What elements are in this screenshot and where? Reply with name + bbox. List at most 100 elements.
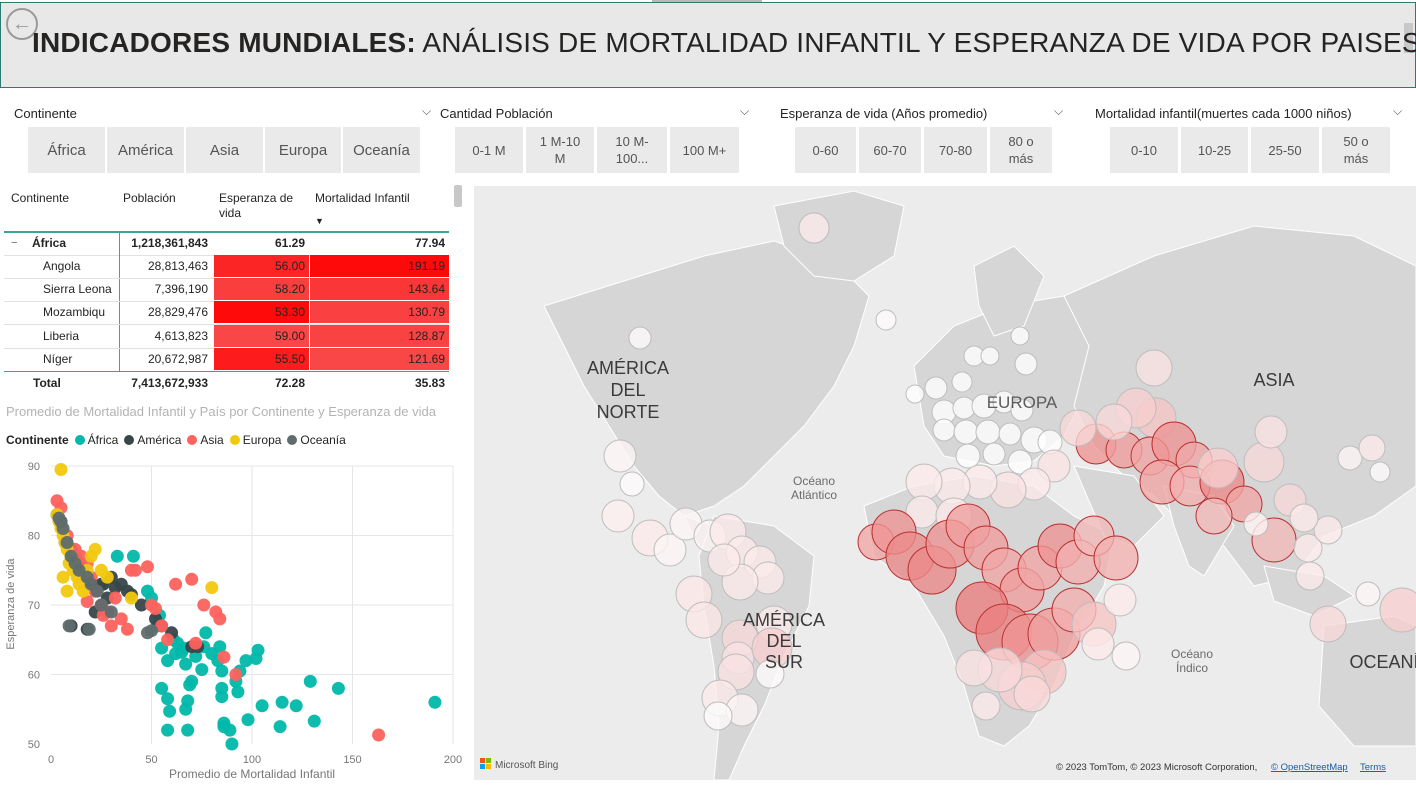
scatter-point[interactable] [60,584,74,598]
map-bubble[interactable] [1309,605,1347,643]
map-bubble[interactable] [998,422,1022,446]
scatter-point[interactable] [372,728,386,742]
scatter-point[interactable] [88,542,102,556]
scatter-point[interactable] [161,654,175,668]
map-bubble[interactable] [653,533,687,567]
chevron-down-icon[interactable]: ⌵ [740,104,750,118]
terms-link[interactable]: Terms [1360,762,1386,773]
table-row[interactable]: Angola 28,813,463 56.00 191.19 [4,255,449,278]
map-bubble[interactable] [924,376,948,400]
map-bubble[interactable] [951,371,973,393]
scatter-point[interactable] [54,463,68,476]
scatter-point[interactable] [80,595,94,608]
chevron-down-icon[interactable]: ⌵ [1393,104,1403,118]
scatter-point[interactable] [215,664,229,678]
openstreetmap-link[interactable]: © OpenStreetMap [1271,762,1348,773]
map-bubble[interactable] [955,443,981,469]
table-row[interactable]: Sierra Leona 7,396,190 58.20 143.64 [4,278,449,301]
map-bubble[interactable] [982,442,1006,466]
scatter-point[interactable] [179,657,193,671]
map-bubble[interactable] [798,212,830,244]
map-bubble[interactable] [1007,449,1033,475]
map-bubble[interactable] [905,463,943,501]
scatter-point[interactable] [289,699,303,713]
map-bubble[interactable] [603,439,637,473]
scatter-point[interactable] [163,704,177,718]
scatter-point[interactable] [215,681,229,695]
table-row-group[interactable]: − África 1,218,361,843 61.29 77.94 [4,232,449,255]
map-bubble[interactable] [1014,352,1038,376]
scatter-point[interactable] [114,612,128,626]
slicer-poblacion-100m-plus[interactable]: 100 M+ [670,127,739,173]
slicer-mortalidad-25-50[interactable]: 25-50 [1251,127,1319,173]
scatter-point[interactable] [273,720,287,734]
map-bubble[interactable] [1010,326,1030,346]
scatter-point[interactable] [197,598,211,612]
slicer-poblacion-0-1m[interactable]: 0-1 M [455,127,523,173]
scatter-point[interactable] [255,699,269,713]
map-bubble[interactable] [1243,511,1269,537]
slicer-mortalidad-10-25[interactable]: 10-25 [1181,127,1248,173]
header-esperanza[interactable]: Esperanza de vida [219,191,294,220]
scatter-point[interactable] [275,695,289,709]
slicer-continente-oceania[interactable]: Oceanía [343,127,420,173]
legend-item[interactable]: África [74,433,118,447]
scatter-point[interactable] [195,663,209,677]
map-bubble[interactable] [1093,535,1139,581]
map-bubble[interactable] [619,471,645,497]
scatter-point[interactable] [126,549,140,563]
scatter-chart[interactable]: 0 50 100 150 200 50 60 70 80 90 Promedio de Mortal… [0,452,470,792]
collapse-icon[interactable]: − [11,237,18,249]
table-row[interactable]: Liberia 4,613,823 59.00 128.87 [4,324,449,348]
map-bubble[interactable] [971,691,1001,721]
scatter-point[interactable] [307,714,321,728]
scatter-point[interactable] [199,626,213,640]
map-bubble[interactable] [905,384,925,404]
scatter-point[interactable] [161,723,175,737]
slicer-mortalidad-0-10[interactable]: 0-10 [1110,127,1178,173]
scatter-point[interactable] [161,692,175,706]
map-bubble[interactable] [1135,349,1173,387]
map-bubble[interactable] [1010,398,1034,422]
chevron-down-icon[interactable]: ⌵ [422,104,432,118]
slicer-mortalidad-50-plus[interactable]: 50 o más [1322,127,1390,173]
scatter-point[interactable] [104,605,118,619]
map-bubble[interactable] [703,701,733,731]
scatter-point[interactable] [94,598,108,612]
map-bubble[interactable] [685,601,723,639]
scatter-point[interactable] [213,612,227,626]
scatter-point[interactable] [56,522,70,535]
map-bubble[interactable] [1243,441,1285,483]
chevron-down-icon[interactable]: ⌵ [1054,104,1064,118]
scatter-point[interactable] [82,622,96,636]
map-bubble[interactable] [1379,587,1416,633]
map-bubble[interactable] [1111,641,1141,671]
scatter-point[interactable] [331,681,345,695]
scatter-point[interactable] [249,652,263,665]
scatter-point[interactable] [62,619,76,633]
map-bubble[interactable] [875,309,897,331]
scatter-point[interactable] [183,678,197,692]
scatter-point[interactable] [108,591,122,605]
table-row[interactable]: Níger 20,672,987 55.50 121.69 [4,347,449,371]
scatter-point[interactable] [155,681,169,695]
map-bubble[interactable] [1254,415,1288,449]
map-bubble[interactable] [953,419,979,445]
scatter-point[interactable] [217,720,231,734]
scatter-point[interactable] [229,668,243,681]
map-bubble[interactable] [1095,403,1133,441]
map-bubble[interactable] [1013,675,1051,713]
slicer-esperanza-0-60[interactable]: 0-60 [795,127,856,173]
scatter-point[interactable] [303,674,317,688]
scatter-point[interactable] [141,560,154,574]
map-bubble[interactable] [1195,497,1233,535]
back-arrow-icon[interactable]: ← [6,8,38,40]
map-bubble[interactable] [707,543,741,577]
scatter-point[interactable] [124,591,138,605]
map-bubble[interactable] [1358,434,1386,462]
map-bubble[interactable] [1313,515,1343,545]
slicer-esperanza-70-80[interactable]: 70-80 [924,127,987,173]
scatter-point[interactable] [128,563,142,577]
legend-item[interactable]: Oceanía [287,433,346,447]
scatter-point[interactable] [169,577,183,591]
